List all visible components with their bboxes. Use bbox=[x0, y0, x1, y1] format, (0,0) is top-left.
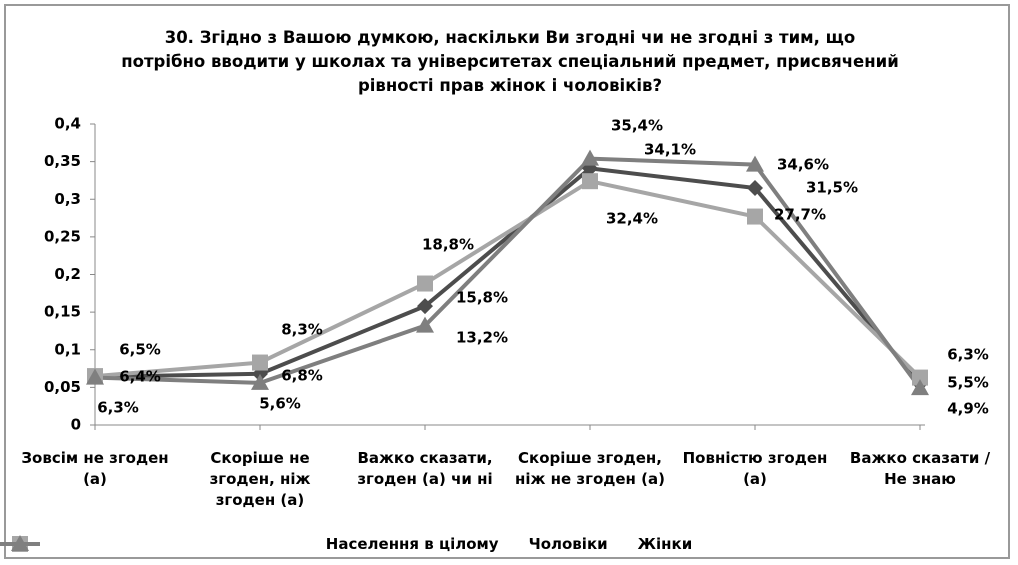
y-tick-label: 0,35 bbox=[44, 152, 81, 170]
marker bbox=[747, 208, 763, 225]
data-label: 18,8% bbox=[422, 236, 474, 254]
data-label: 34,1% bbox=[644, 141, 696, 159]
data-label: 34,6% bbox=[777, 156, 829, 174]
marker bbox=[911, 379, 929, 396]
legend-item: Населення в цілому bbox=[0, 535, 499, 553]
marker bbox=[581, 149, 599, 166]
marker bbox=[252, 354, 268, 371]
data-label: 32,4% bbox=[606, 210, 658, 228]
legend-label: Населення в цілому bbox=[325, 535, 499, 553]
y-tick-label: 0,2 bbox=[54, 265, 81, 283]
frame bbox=[4, 4, 1010, 559]
legend-item: Чоловіки bbox=[0, 535, 608, 553]
y-tick-label: 0,05 bbox=[44, 378, 81, 396]
marker bbox=[747, 179, 763, 196]
x-tick-label: Скоріше згоден, ніж не згоден (а) bbox=[515, 449, 665, 488]
y-tick-label: 0,1 bbox=[54, 340, 81, 358]
y-tick-label: 0,4 bbox=[54, 115, 81, 133]
legend-label: Жінки bbox=[637, 535, 693, 553]
data-label: 8,3% bbox=[281, 321, 323, 339]
y-tick-label: 0,3 bbox=[54, 190, 81, 208]
y-tick-label: 0,15 bbox=[44, 303, 81, 321]
marker bbox=[417, 298, 433, 315]
legend-label: Чоловіки bbox=[528, 535, 608, 553]
data-label: 6,5% bbox=[119, 341, 161, 359]
data-label: 6,4% bbox=[119, 368, 161, 386]
marker bbox=[912, 369, 928, 386]
legend-item: Жінки bbox=[0, 535, 693, 553]
data-label: 27,7% bbox=[774, 206, 826, 224]
marker bbox=[416, 316, 434, 333]
chart-title: 30. Згідно з Вашою думкою, наскільки Ви … bbox=[121, 28, 899, 95]
data-label: 6,3% bbox=[947, 346, 989, 364]
series-line bbox=[94, 166, 922, 385]
data-label: 13,2% bbox=[456, 329, 508, 347]
data-label: 4,9% bbox=[947, 400, 989, 418]
data-label: 6,8% bbox=[281, 367, 323, 385]
x-tick-label: Важко сказати / Не знаю bbox=[849, 449, 991, 488]
x-tick-label: Повністю згоден (а) bbox=[682, 449, 828, 488]
x-tick-label: Важко сказати, згоден (а) чи ні bbox=[357, 449, 493, 488]
data-label: 31,5% bbox=[806, 179, 858, 197]
legend: Населення в цілому Чоловіки Жінки bbox=[0, 535, 1018, 553]
marker bbox=[582, 173, 598, 190]
marker bbox=[251, 373, 269, 390]
legend-swatch bbox=[0, 535, 40, 551]
series-line bbox=[94, 156, 922, 390]
marker bbox=[11, 535, 29, 551]
data-label: 15,8% bbox=[456, 289, 508, 307]
y-tick-label: 0 bbox=[71, 416, 81, 434]
series-line bbox=[94, 179, 922, 380]
marker bbox=[417, 275, 433, 292]
marker bbox=[746, 155, 764, 172]
data-label: 5,5% bbox=[947, 374, 989, 392]
marker bbox=[86, 368, 104, 385]
x-tick-label: Зовсім не згоден (а) bbox=[21, 449, 169, 488]
y-tick-label: 0,25 bbox=[44, 227, 81, 245]
x-tick-label: Скоріше не згоден, ніж згоден (а) bbox=[209, 449, 311, 509]
data-label: 5,6% bbox=[259, 395, 301, 413]
data-label: 6,3% bbox=[97, 399, 139, 417]
data-label: 35,4% bbox=[611, 117, 663, 135]
